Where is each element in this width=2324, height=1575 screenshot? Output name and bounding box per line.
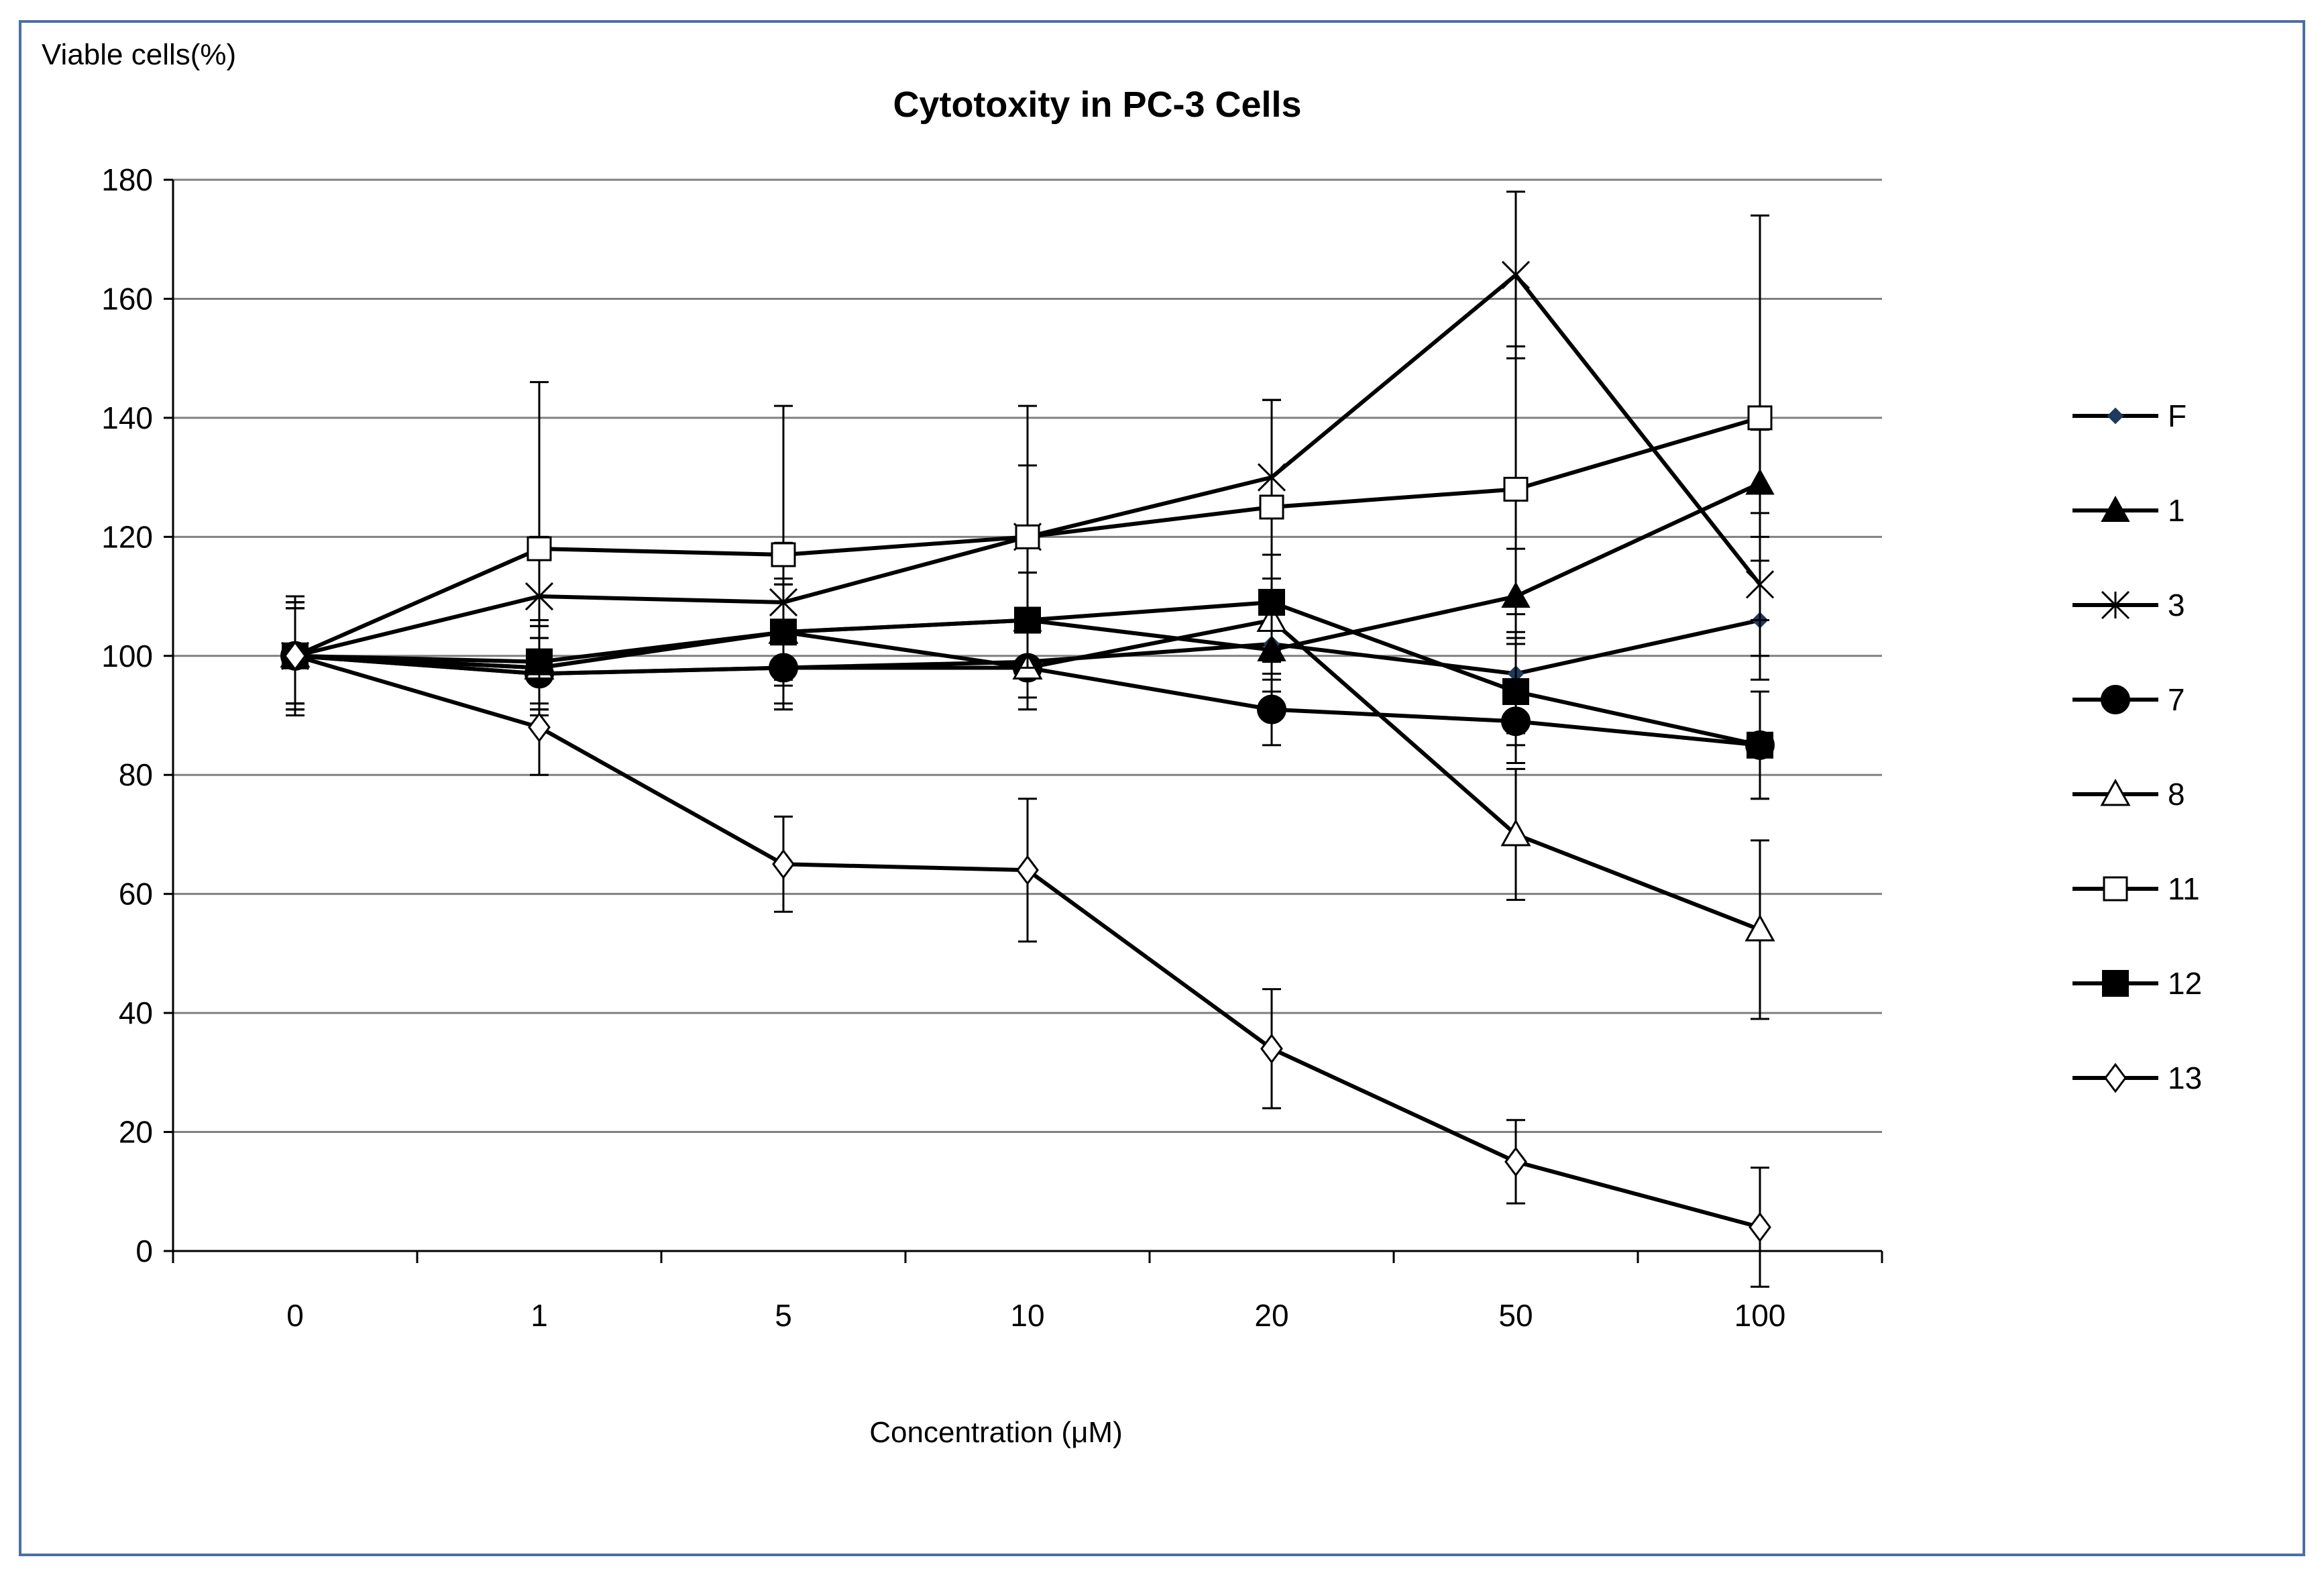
legend-item-3: 3 [2072, 588, 2185, 622]
data-point [1503, 476, 1529, 502]
y-tick-label-160: 160 [101, 281, 153, 316]
data-point [1258, 588, 1285, 616]
data-point [1257, 694, 1286, 724]
data-point [1015, 524, 1040, 549]
legend-marker [2101, 590, 2130, 620]
legend-label: 12 [2168, 966, 2202, 1001]
legend-marker [2101, 685, 2130, 714]
data-point [1014, 606, 1041, 634]
data-point [1016, 855, 1039, 885]
legend-item-13: 13 [2072, 1061, 2202, 1095]
x-tick-label-50: 50 [1498, 1298, 1533, 1333]
legend-marker [2101, 495, 2130, 522]
x-tick-label-20: 20 [1254, 1298, 1288, 1333]
data-point [1500, 818, 1531, 847]
legend-item-1: 1 [2072, 493, 2185, 528]
legend-marker [2103, 876, 2128, 902]
legend-label: 11 [2168, 871, 2200, 906]
x-tick-label-100: 100 [1734, 1298, 1786, 1333]
data-point [1259, 494, 1284, 520]
data-point [1504, 1146, 1527, 1177]
data-point [1502, 678, 1529, 706]
data-point [1501, 260, 1531, 290]
data-point [1260, 1033, 1283, 1064]
y-tick-label-120: 120 [101, 519, 153, 554]
x-tick-label-10: 10 [1010, 1298, 1044, 1333]
data-point [771, 542, 796, 567]
y-tick-label-20: 20 [119, 1115, 153, 1150]
y-tick-label-0: 0 [135, 1234, 153, 1268]
legend-label: 7 [2168, 682, 2185, 717]
y-tick-label-100: 100 [101, 639, 153, 673]
data-point [772, 849, 795, 879]
y-tick-label-60: 60 [119, 877, 153, 912]
data-point [527, 536, 552, 561]
series-13 [284, 607, 1771, 1288]
legend-marker [2107, 407, 2124, 425]
data-point [1747, 731, 1773, 759]
legend-label: 1 [2168, 493, 2185, 528]
legend-item-F: F [2072, 398, 2187, 433]
data-point [1747, 405, 1773, 431]
legend-marker [2104, 1063, 2127, 1093]
legend-label: 13 [2168, 1061, 2202, 1095]
data-point [1749, 1212, 1771, 1243]
legend-marker [2102, 970, 2129, 997]
legend-label: 3 [2168, 588, 2185, 622]
x-axis-label: Concentration (μM) [869, 1416, 1122, 1449]
y-tick-label-80: 80 [119, 757, 153, 792]
y-axis-label: Viable cells(%) [42, 38, 236, 71]
x-tick-label-0: 0 [286, 1298, 304, 1333]
y-tick-label-40: 40 [119, 995, 153, 1030]
data-point [284, 641, 307, 671]
legend-marker [2100, 778, 2131, 806]
data-point [528, 712, 551, 743]
legend-item-11: 11 [2072, 871, 2200, 906]
legend-item-8: 8 [2072, 777, 2185, 812]
data-point [526, 648, 553, 675]
x-tick-label-5: 5 [775, 1298, 792, 1333]
chart-outer-frame [19, 20, 2305, 1556]
data-point [1745, 914, 1775, 942]
series-group [280, 191, 1775, 1288]
legend-item-7: 7 [2072, 682, 2185, 717]
y-tick-label-180: 180 [101, 162, 153, 197]
axes: 0 20 40 60 80 100 120 140 160 180 0 1 5 10 20 50 100 [101, 162, 1883, 1333]
y-tick-label-140: 140 [101, 400, 153, 435]
data-point [770, 618, 797, 646]
chart-title: Cytotoxity in PC-3 Cells [893, 85, 1301, 125]
legend-item-12: 12 [2072, 966, 2202, 1001]
x-tick-label-1: 1 [531, 1298, 548, 1333]
legend-label: F [2168, 398, 2187, 433]
legend-label: 8 [2168, 777, 2185, 812]
